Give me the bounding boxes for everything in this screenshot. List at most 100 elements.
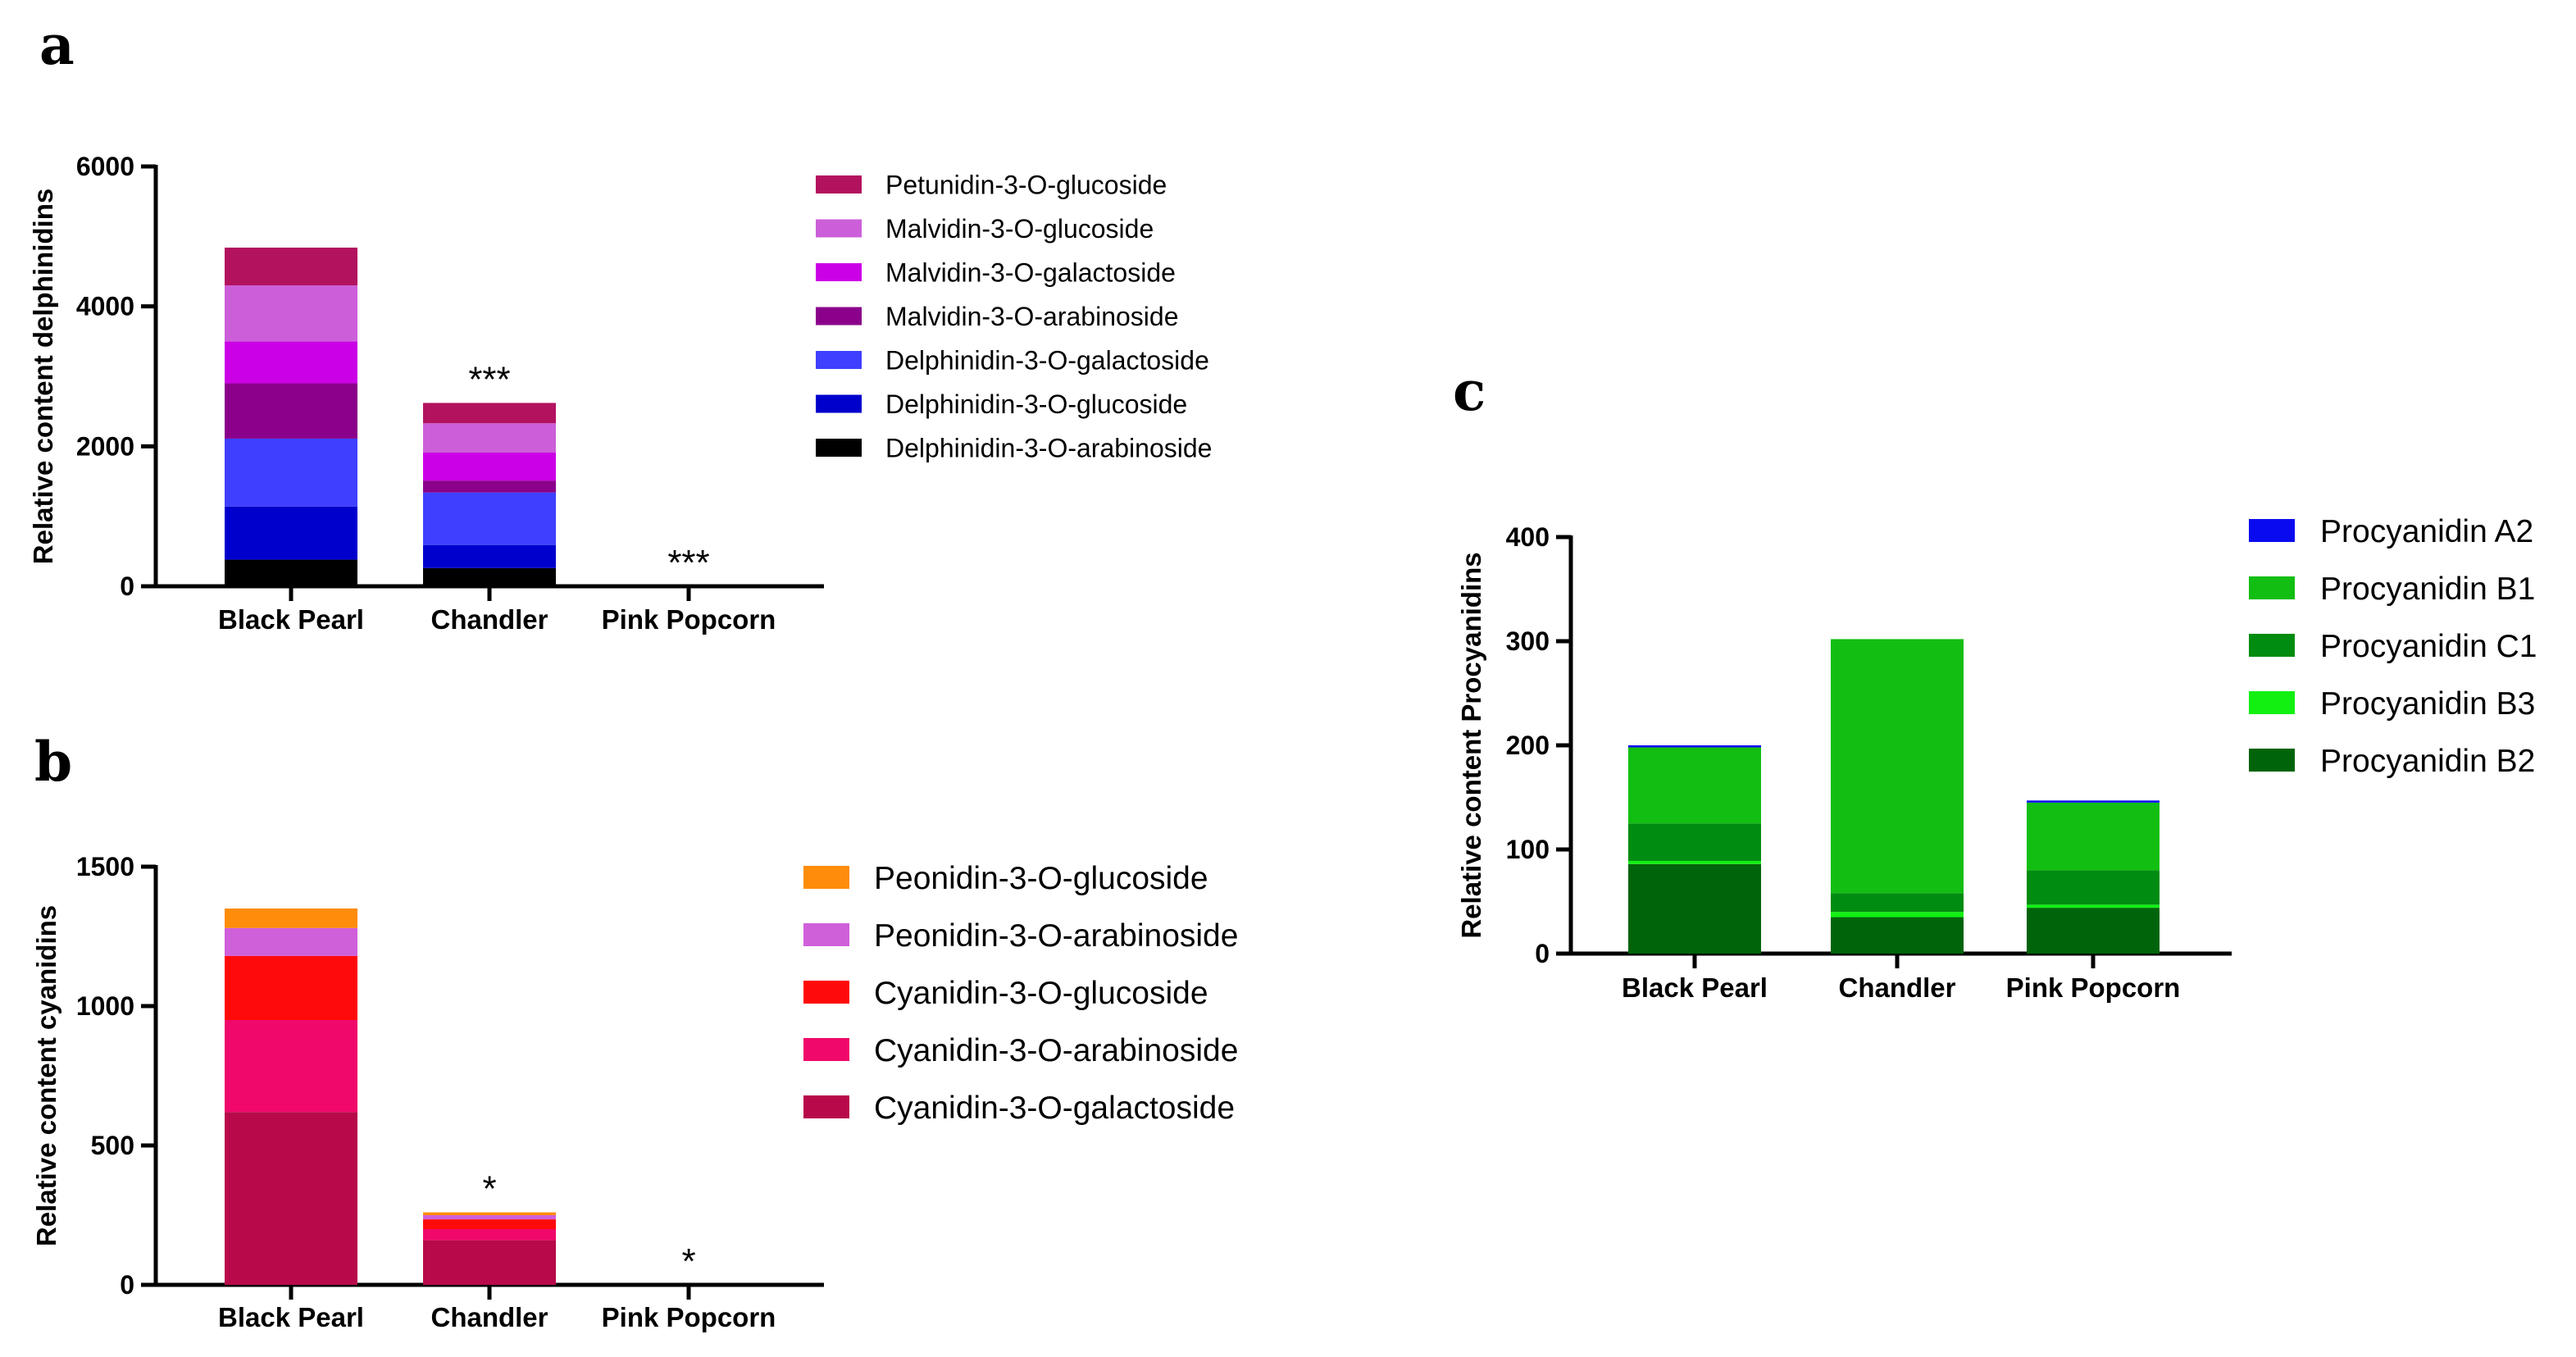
legend-label-malvidin-3-o-glucoside: Malvidin-3-O-glucoside	[885, 214, 1154, 244]
y-tick-label: 1500	[76, 852, 134, 881]
legend-swatch-procyanidin-b3	[2249, 691, 2295, 714]
y-tick-label: 400	[1506, 522, 1550, 552]
legend-label-delphinidin-3-o-glucoside: Delphinidin-3-O-glucoside	[885, 389, 1187, 419]
bar-malvidin-3-o-arabinoside-chandler	[423, 480, 556, 493]
bar-delphinidin-3-o-arabinoside-black-pearl	[225, 559, 357, 586]
bar-procyanidin-b3-pink-popcorn	[2027, 904, 2160, 908]
significance-marker-pink-popcorn: ***	[667, 543, 709, 583]
significance-marker-chandler: *	[482, 1169, 496, 1209]
bar-malvidin-3-o-galactoside-black-pearl	[225, 341, 357, 384]
legend-swatch-cyanidin-3-o-arabinoside	[803, 1038, 849, 1061]
bar-delphinidin-3-o-galactoside-chandler	[423, 492, 556, 545]
legend-swatch-procyanidin-c1	[2249, 634, 2295, 657]
x-tick-label-chandler: Chandler	[430, 604, 548, 635]
y-tick-label: 4000	[76, 292, 134, 321]
legend-label-malvidin-3-o-arabinoside: Malvidin-3-O-arabinoside	[885, 302, 1178, 331]
bar-procyanidin-c1-black-pearl	[1628, 823, 1761, 861]
legend-swatch-peonidin-3-o-arabinoside	[803, 923, 849, 946]
x-tick-label-pink-popcorn: Pink Popcorn	[2006, 972, 2181, 1003]
bar-procyanidin-a2-pink-popcorn	[2027, 800, 2160, 803]
y-tick-label: 300	[1506, 626, 1550, 656]
bar-malvidin-3-o-glucoside-chandler	[423, 423, 556, 453]
legend-swatch-delphinidin-3-o-glucoside	[816, 394, 862, 413]
bar-cyanidin-3-o-arabinoside-chandler	[423, 1229, 556, 1241]
bar-peonidin-3-o-arabinoside-chandler	[423, 1215, 556, 1220]
bar-petunidin-3-o-glucoside-black-pearl	[225, 247, 357, 286]
x-tick-label-black-pearl: Black Pearl	[218, 1302, 364, 1332]
chart-a: 0 2000 4000 6000 Relative content delphinidi…	[28, 152, 1212, 635]
bar-procyanidin-b2-pink-popcorn	[2027, 908, 2160, 954]
significance-marker-pink-popcorn: *	[681, 1241, 695, 1282]
legend-swatch-malvidin-3-o-arabinoside	[816, 307, 862, 326]
panel-label-a: a	[39, 13, 75, 77]
bar-procyanidin-c1-chandler	[1831, 893, 1964, 913]
bar-malvidin-3-o-glucoside-black-pearl	[225, 285, 357, 342]
y-axis-title: Relative content cyanidins	[31, 905, 61, 1246]
x-tick-label-chandler: Chandler	[1838, 972, 1955, 1003]
chart-b: 0 500 1000 1500 Relative content cyanidins Bl…	[31, 852, 1238, 1332]
legend-label-delphinidin-3-o-galactoside: Delphinidin-3-O-galactoside	[885, 346, 1209, 376]
legend-label-procyanidin-b1: Procyanidin B1	[2320, 571, 2535, 607]
legend-label-peonidin-3-o-arabinoside: Peonidin-3-O-arabinoside	[874, 918, 1238, 954]
bar-petunidin-3-o-glucoside-chandler	[423, 403, 556, 424]
bar-peonidin-3-o-glucoside-black-pearl	[225, 908, 357, 928]
legend-label-cyanidin-3-o-arabinoside: Cyanidin-3-O-arabinoside	[874, 1033, 1238, 1068]
bar-procyanidin-b3-black-pearl	[1628, 860, 1761, 864]
y-tick-label: 6000	[76, 152, 134, 181]
y-tick-label: 500	[91, 1131, 134, 1160]
bar-delphinidin-3-o-arabinoside-chandler	[423, 567, 556, 586]
bar-procyanidin-a2-black-pearl	[1628, 745, 1761, 748]
bar-cyanidin-3-o-glucoside-chandler	[423, 1219, 556, 1229]
y-axis-title: Relative content Procyanidins	[1456, 552, 1486, 938]
bar-peonidin-3-o-glucoside-chandler	[423, 1212, 556, 1215]
legend-swatch-procyanidin-a2	[2249, 519, 2295, 542]
bar-procyanidin-b3-chandler	[1831, 912, 1964, 918]
legend-swatch-petunidin-3-o-glucoside	[816, 175, 862, 194]
legend-label-procyanidin-b3: Procyanidin B3	[2320, 686, 2535, 722]
bar-peonidin-3-o-arabinoside-black-pearl	[225, 927, 357, 956]
bar-delphinidin-3-o-glucoside-black-pearl	[225, 506, 357, 560]
legend-swatch-malvidin-3-o-galactoside	[816, 263, 862, 281]
chart-c: 0 100 200 300 400 Relative content Procyanidi…	[1456, 514, 2537, 1003]
legend-swatch-procyanidin-b1	[2249, 576, 2295, 599]
legend-swatch-cyanidin-3-o-galactoside	[803, 1095, 849, 1118]
y-tick-label: 200	[1506, 731, 1550, 760]
legend-label-procyanidin-a2: Procyanidin A2	[2320, 514, 2533, 549]
legend-swatch-delphinidin-3-o-galactoside	[816, 351, 862, 369]
legend-label-cyanidin-3-o-galactoside: Cyanidin-3-O-galactoside	[874, 1091, 1235, 1126]
y-tick-label: 0	[1535, 939, 1550, 968]
legend-label-peonidin-3-o-glucoside: Peonidin-3-O-glucoside	[874, 861, 1208, 896]
legend-label-procyanidin-b2: Procyanidin B2	[2320, 744, 2535, 779]
legend-label-delphinidin-3-o-arabinoside: Delphinidin-3-O-arabinoside	[885, 434, 1212, 463]
bar-cyanidin-3-o-arabinoside-black-pearl	[225, 1020, 357, 1113]
bar-cyanidin-3-o-galactoside-black-pearl	[225, 1112, 357, 1285]
legend-label-petunidin-3-o-glucoside: Petunidin-3-O-glucoside	[885, 171, 1167, 200]
bar-procyanidin-b1-pink-popcorn	[2027, 802, 2160, 871]
bar-malvidin-3-o-arabinoside-black-pearl	[225, 383, 357, 439]
bar-cyanidin-3-o-glucoside-black-pearl	[225, 955, 357, 1020]
x-tick-label-black-pearl: Black Pearl	[218, 604, 364, 635]
y-axis-title: Relative content delphinidins	[28, 189, 58, 564]
y-tick-label: 0	[120, 571, 134, 601]
bar-cyanidin-3-o-galactoside-chandler	[423, 1240, 556, 1285]
y-tick-label: 2000	[76, 431, 134, 461]
panel-label-b: b	[34, 730, 72, 794]
legend-label-procyanidin-c1: Procyanidin C1	[2320, 629, 2537, 664]
bar-delphinidin-3-o-glucoside-chandler	[423, 544, 556, 568]
bar-procyanidin-b1-chandler	[1831, 639, 1964, 894]
bar-procyanidin-b1-black-pearl	[1628, 747, 1761, 824]
legend-swatch-cyanidin-3-o-glucoside	[803, 981, 849, 1004]
bar-procyanidin-c1-pink-popcorn	[2027, 870, 2160, 905]
x-tick-label-chandler: Chandler	[430, 1302, 548, 1332]
bar-delphinidin-3-o-galactoside-black-pearl	[225, 438, 357, 507]
x-tick-label-black-pearl: Black Pearl	[1622, 972, 1768, 1003]
y-tick-label: 1000	[76, 991, 134, 1021]
legend-swatch-peonidin-3-o-glucoside	[803, 866, 849, 889]
bar-malvidin-3-o-galactoside-chandler	[423, 453, 556, 481]
bar-procyanidin-b2-chandler	[1831, 917, 1964, 954]
significance-marker-chandler: ***	[468, 359, 510, 399]
legend-swatch-delphinidin-3-o-arabinoside	[816, 439, 862, 457]
x-tick-label-pink-popcorn: Pink Popcorn	[602, 1302, 776, 1332]
y-tick-label: 100	[1506, 835, 1550, 864]
